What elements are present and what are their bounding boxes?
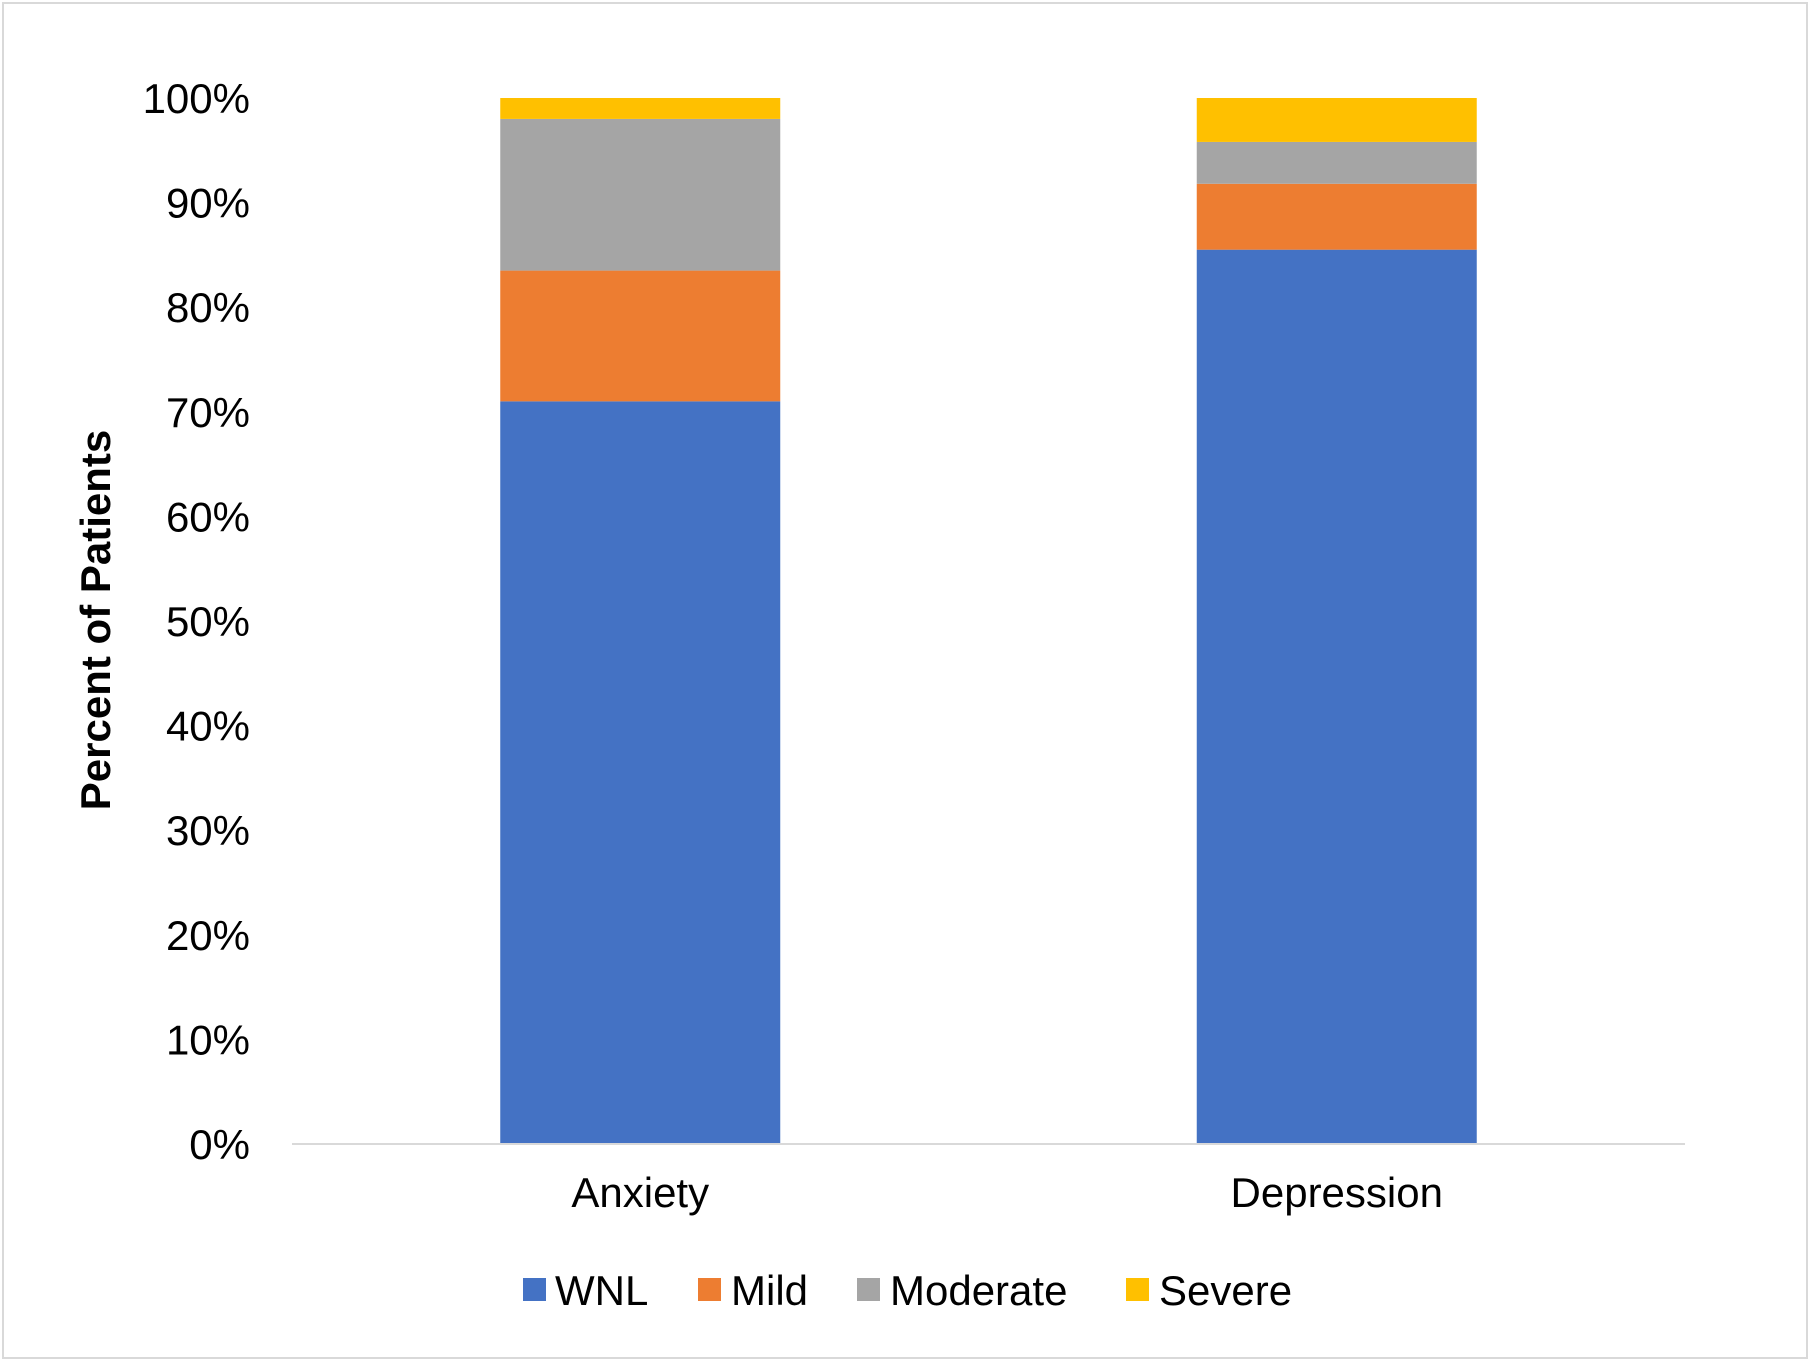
bar-segment-mild-anxiety [500,270,781,402]
y-tick-label: 30% [166,807,250,854]
legend-label-mild: Mild [731,1267,808,1314]
bar-segment-mild-depression [1196,183,1477,250]
bar-segment-moderate-anxiety [500,118,781,271]
y-tick-label: 0% [189,1121,250,1168]
bar-segment-wnl-anxiety [500,401,781,1145]
legend-swatch-severe [1126,1278,1149,1301]
bar-segment-severe-anxiety [500,98,781,119]
legend-label-wnl: WNL [555,1267,648,1314]
y-tick-label: 40% [166,703,250,750]
y-tick-label: 50% [166,598,250,645]
bar-segment-wnl-depression [1196,249,1477,1145]
legend-label-severe: Severe [1159,1267,1292,1314]
legend-swatch-mild [698,1278,721,1301]
legend-swatch-wnl [523,1278,546,1301]
x-tick-label: Depression [1231,1169,1443,1216]
y-tick-label: 20% [166,912,250,959]
y-tick-label: 100% [143,75,250,122]
bar-segment-moderate-depression [1196,141,1477,184]
y-tick-label: 90% [166,180,250,227]
y-tick-label: 70% [166,389,250,436]
y-tick-label: 10% [166,1016,250,1063]
y-axis-label: Percent of Patients [72,430,119,810]
bar-segment-severe-depression [1196,98,1477,142]
legend-label-moderate: Moderate [890,1267,1067,1314]
x-tick-label: Anxiety [571,1169,709,1216]
y-tick-label: 60% [166,493,250,540]
y-tick-label: 80% [166,284,250,331]
legend-swatch-moderate [857,1278,880,1301]
